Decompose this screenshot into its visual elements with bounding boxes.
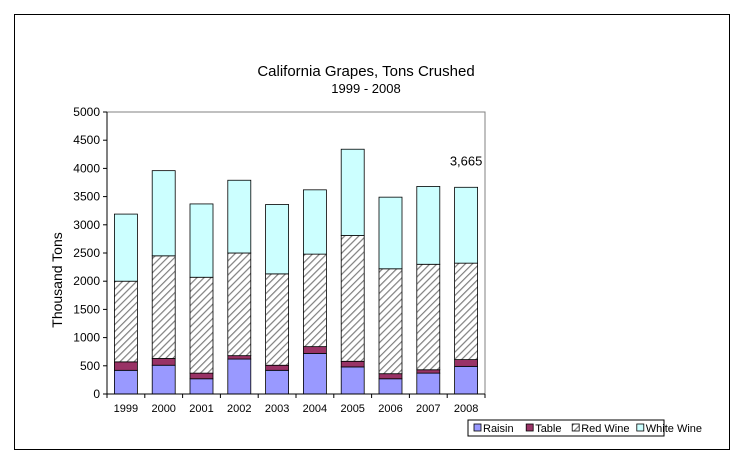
- bar-segment-raisin: [114, 369, 138, 395]
- bars: [114, 148, 479, 395]
- y-tick-label: 3000: [73, 218, 100, 232]
- bar-segment-raisin: [227, 358, 252, 395]
- legend-box: [467, 419, 665, 437]
- bar-segment-white-wine: [302, 189, 327, 255]
- bar-segment-raisin: [151, 364, 176, 395]
- bar-segment-table: [416, 369, 441, 374]
- bar-segment-red-wine: [114, 280, 138, 363]
- y-tick-label: 2500: [73, 246, 100, 260]
- bar-segment-table: [151, 358, 176, 366]
- bar-segment-red-wine: [378, 268, 403, 375]
- x-axis: 1999 2000 2001 2002 2003 2004 2005 2006 2007 2008: [106, 393, 486, 415]
- x-tick-label: 2007: [416, 403, 440, 415]
- y-tick-label: 1000: [73, 331, 100, 345]
- bar-segment-white-wine: [340, 148, 365, 236]
- legend-swatch: [525, 423, 534, 432]
- bar-segment-table: [189, 372, 214, 380]
- bar-segment-raisin: [454, 365, 479, 395]
- legend-swatch: [473, 423, 482, 432]
- bar-segment-red-wine: [416, 263, 441, 371]
- x-tick-label: 2002: [227, 403, 251, 415]
- bar-segment-raisin: [416, 372, 441, 395]
- bar-segment-table: [265, 364, 290, 371]
- bar-segment-white-wine: [416, 186, 441, 265]
- y-tick-label: 4500: [73, 133, 100, 147]
- legend-label: Table: [535, 423, 561, 435]
- x-tick-label: 2006: [378, 403, 402, 415]
- legend-swatch: [571, 423, 580, 432]
- chart-title: California Grapes, Tons Crushed: [257, 63, 474, 80]
- bar-segment-raisin: [265, 369, 290, 395]
- y-tick-label: 1500: [73, 302, 100, 316]
- legend-label: White Wine: [646, 423, 702, 435]
- bar-segment-table: [114, 361, 138, 371]
- legend-label: Red Wine: [581, 423, 629, 435]
- bar-segment-white-wine: [114, 213, 138, 282]
- bar-segment-white-wine: [378, 196, 403, 270]
- bar-segment-red-wine: [227, 252, 252, 357]
- bar-segment-white-wine: [151, 170, 176, 257]
- bar-segment-raisin: [378, 378, 403, 395]
- bar-segment-red-wine: [340, 235, 365, 362]
- chart-subtitle: 1999 - 2008: [331, 81, 400, 96]
- legend-label: Raisin: [483, 423, 514, 435]
- x-tick-label: 2005: [340, 403, 364, 415]
- bar-segment-red-wine: [189, 276, 214, 374]
- x-tick-label: 2000: [151, 403, 175, 415]
- x-tick-label: 2008: [454, 403, 478, 415]
- legend: Raisin Table Red Wine White Wine: [467, 419, 702, 437]
- bar-segment-red-wine: [265, 273, 290, 366]
- bar-segment-red-wine: [454, 262, 479, 360]
- bar-segment-white-wine: [189, 203, 214, 278]
- y-tick-label: 5000: [73, 105, 100, 119]
- bar-segment-white-wine: [454, 186, 479, 264]
- y-axis-label: Thousand Tons: [49, 232, 65, 327]
- bar-segment-red-wine: [151, 255, 176, 359]
- bar-segment-white-wine: [227, 179, 252, 254]
- bar-segment-raisin: [340, 366, 365, 395]
- bar-segment-raisin: [189, 378, 214, 395]
- bar-segment-white-wine: [265, 204, 290, 275]
- y-tick-label: 4000: [73, 161, 100, 175]
- x-tick-label: 2003: [265, 403, 289, 415]
- x-tick-label: 1999: [114, 403, 138, 415]
- annotation-label: 3,665: [450, 153, 483, 168]
- y-axis: 0 500 1000 1500 2000 2500 3000 3500 4000 4500 5000: [73, 105, 108, 401]
- y-tick-label: 3500: [73, 190, 100, 204]
- bar-segment-table: [302, 346, 327, 354]
- bar-segment-red-wine: [302, 253, 327, 348]
- x-tick-label: 2004: [303, 403, 327, 415]
- bar-segment-table: [378, 373, 403, 380]
- x-tick-label: 2001: [189, 403, 213, 415]
- y-tick-label: 0: [93, 387, 100, 401]
- legend-swatch: [636, 423, 645, 432]
- bar-segment-table: [340, 360, 365, 368]
- bar-segment-table: [227, 355, 252, 360]
- y-tick-label: 2000: [73, 274, 100, 288]
- bar-segment-raisin: [302, 352, 327, 395]
- annotations: 3,665: [450, 153, 483, 168]
- bar-segment-table: [454, 359, 479, 367]
- y-tick-label: 500: [80, 359, 100, 373]
